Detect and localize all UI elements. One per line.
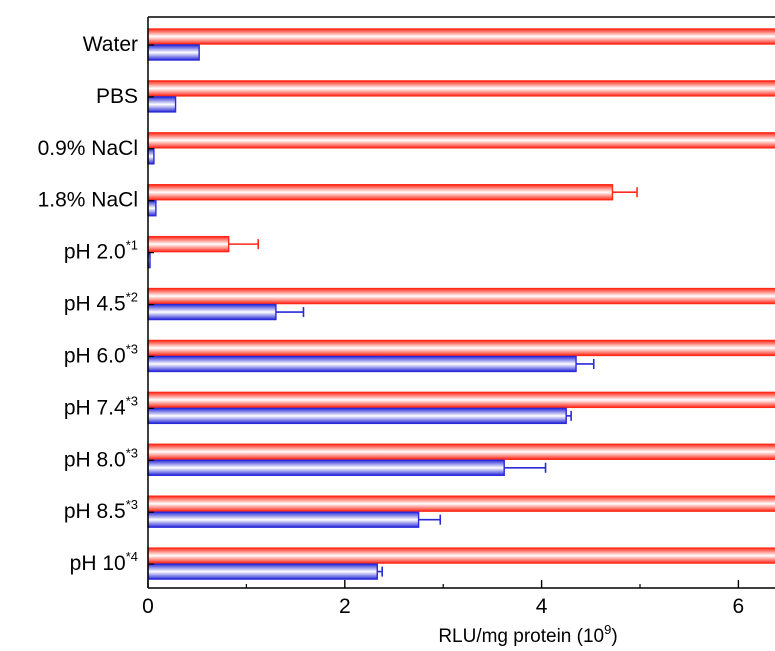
category-label-text: pH 10 <box>70 552 126 575</box>
category-label-text: PBS <box>96 85 138 108</box>
category-label: pH 7.4*3 <box>64 393 138 419</box>
category-label: pH 6.0*3 <box>64 341 138 367</box>
bar <box>147 563 378 580</box>
bar <box>147 511 420 528</box>
bar <box>147 547 775 564</box>
bar <box>147 459 505 476</box>
category-label-text: Water <box>83 33 138 56</box>
bar <box>147 184 614 201</box>
category-label-text: pH 2.0 <box>64 241 126 264</box>
bar <box>147 339 775 357</box>
bar <box>147 44 200 61</box>
bar <box>147 303 277 321</box>
x-tick-label: 6 <box>733 595 745 618</box>
category-label: Water <box>83 33 138 56</box>
category-label: pH 8.5*3 <box>64 497 138 523</box>
category-label-sup: *3 <box>126 445 138 460</box>
axes-layer <box>147 16 775 589</box>
category-label-text: pH 8.5 <box>64 500 126 523</box>
bar <box>147 287 775 305</box>
bars-layer <box>147 28 775 580</box>
bar <box>147 200 157 217</box>
category-label-text: pH 4.5 <box>64 293 126 316</box>
bar <box>147 132 775 149</box>
category-label: pH 10*4 <box>70 549 138 575</box>
category-label: pH 2.0*1 <box>64 238 138 264</box>
category-label-sup: *1 <box>126 238 138 253</box>
category-label: 0.9% NaCl <box>38 137 138 160</box>
category-label-sup: *4 <box>126 549 138 564</box>
category-label-text: 0.9% NaCl <box>38 137 138 160</box>
x-tick-label: 2 <box>339 595 351 618</box>
bar <box>147 407 567 425</box>
category-label: 1.8% NaCl <box>38 189 138 212</box>
bar <box>147 96 177 113</box>
category-label-sup: *2 <box>126 290 138 305</box>
x-tick-label: 4 <box>536 595 548 618</box>
x-tick-label: 0 <box>142 595 154 618</box>
x-axis-title-sup: 9 <box>604 622 611 637</box>
bar <box>147 495 775 512</box>
bar <box>147 80 775 97</box>
bar <box>147 391 775 409</box>
category-label-text: 1.8% NaCl <box>38 189 138 212</box>
bar <box>147 148 155 165</box>
bar <box>147 443 775 460</box>
category-label-text: pH 7.4 <box>64 396 126 419</box>
x-axis-title-main: RLU/mg protein (10 <box>438 626 604 647</box>
category-label-sup: *3 <box>126 497 138 512</box>
category-label-sup: *3 <box>126 393 138 408</box>
category-label: PBS <box>96 85 138 108</box>
x-axis-title-suffix: ) <box>611 626 617 647</box>
category-label-text: pH 8.0 <box>64 448 126 471</box>
ticks-layer: 024681012 <box>142 44 745 618</box>
category-label: pH 8.0*3 <box>64 445 138 471</box>
bar <box>147 28 775 45</box>
category-labels: Water PBS 0.9% NaCl 1.8% NaCl pH 2.0*1 pH 4.5… <box>38 33 138 575</box>
bar <box>147 235 230 253</box>
category-label-sup: *3 <box>126 341 138 356</box>
bar <box>147 355 577 373</box>
category-label-text: pH 6.0 <box>64 344 126 367</box>
category-label: pH 4.5*2 <box>64 290 138 316</box>
x-axis-title: RLU/mg protein (109) <box>438 622 617 647</box>
